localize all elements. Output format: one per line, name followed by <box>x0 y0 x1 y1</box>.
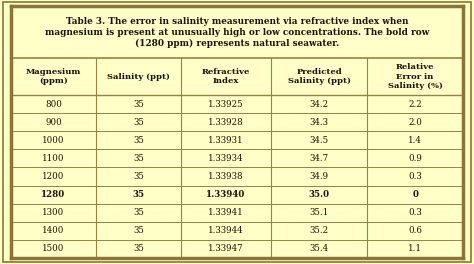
Text: 1.33938: 1.33938 <box>208 172 244 181</box>
Text: 1.33931: 1.33931 <box>208 136 244 145</box>
Text: 34.3: 34.3 <box>310 118 328 127</box>
Text: 1.33944: 1.33944 <box>208 226 244 235</box>
Text: 2.0: 2.0 <box>408 118 422 127</box>
Text: 35: 35 <box>133 208 144 217</box>
Text: 1280: 1280 <box>41 190 65 199</box>
Text: 1.33928: 1.33928 <box>208 118 244 127</box>
Text: Relative
Error in
Salinity (%): Relative Error in Salinity (%) <box>388 63 443 90</box>
Text: 1300: 1300 <box>42 208 64 217</box>
Text: 35: 35 <box>132 190 145 199</box>
Text: 0.3: 0.3 <box>408 172 422 181</box>
Text: 35.1: 35.1 <box>310 208 329 217</box>
Text: Salinity (ppt): Salinity (ppt) <box>107 73 170 81</box>
Text: 1.33941: 1.33941 <box>208 208 244 217</box>
Text: 34.9: 34.9 <box>310 172 329 181</box>
Text: Table 3. The error in salinity measurement via refractive index when
magnesium i: Table 3. The error in salinity measureme… <box>45 17 429 48</box>
Text: 1.1: 1.1 <box>408 244 422 253</box>
Text: 1.33934: 1.33934 <box>208 154 244 163</box>
Text: 1200: 1200 <box>42 172 64 181</box>
Text: 0.9: 0.9 <box>408 154 422 163</box>
Text: 1.33940: 1.33940 <box>206 190 246 199</box>
Text: 35: 35 <box>133 136 144 145</box>
Text: 0.6: 0.6 <box>408 226 422 235</box>
Text: 1500: 1500 <box>42 244 64 253</box>
Text: Magnesium
(ppm): Magnesium (ppm) <box>26 68 81 86</box>
Text: 34.7: 34.7 <box>310 154 329 163</box>
Text: 900: 900 <box>45 118 62 127</box>
Text: Refractive
Index: Refractive Index <box>202 68 250 86</box>
Text: 0: 0 <box>412 190 418 199</box>
Text: 2.2: 2.2 <box>408 100 422 109</box>
Text: 35: 35 <box>133 118 144 127</box>
Text: 1400: 1400 <box>42 226 64 235</box>
Text: 800: 800 <box>45 100 62 109</box>
Text: 34.2: 34.2 <box>310 100 329 109</box>
Text: Predicted
Salinity (ppt): Predicted Salinity (ppt) <box>288 68 351 86</box>
Text: 35: 35 <box>133 100 144 109</box>
Text: 35: 35 <box>133 154 144 163</box>
Text: 1.33947: 1.33947 <box>208 244 244 253</box>
Text: 0.3: 0.3 <box>408 208 422 217</box>
Text: 35: 35 <box>133 226 144 235</box>
Text: 34.5: 34.5 <box>310 136 329 145</box>
Text: 1000: 1000 <box>42 136 64 145</box>
Text: 1.33925: 1.33925 <box>208 100 244 109</box>
Text: 35: 35 <box>133 172 144 181</box>
Text: 35.0: 35.0 <box>309 190 330 199</box>
Text: 1.4: 1.4 <box>408 136 422 145</box>
Text: 35.2: 35.2 <box>310 226 329 235</box>
Text: 35.4: 35.4 <box>310 244 329 253</box>
Text: 35: 35 <box>133 244 144 253</box>
Text: 1100: 1100 <box>42 154 64 163</box>
